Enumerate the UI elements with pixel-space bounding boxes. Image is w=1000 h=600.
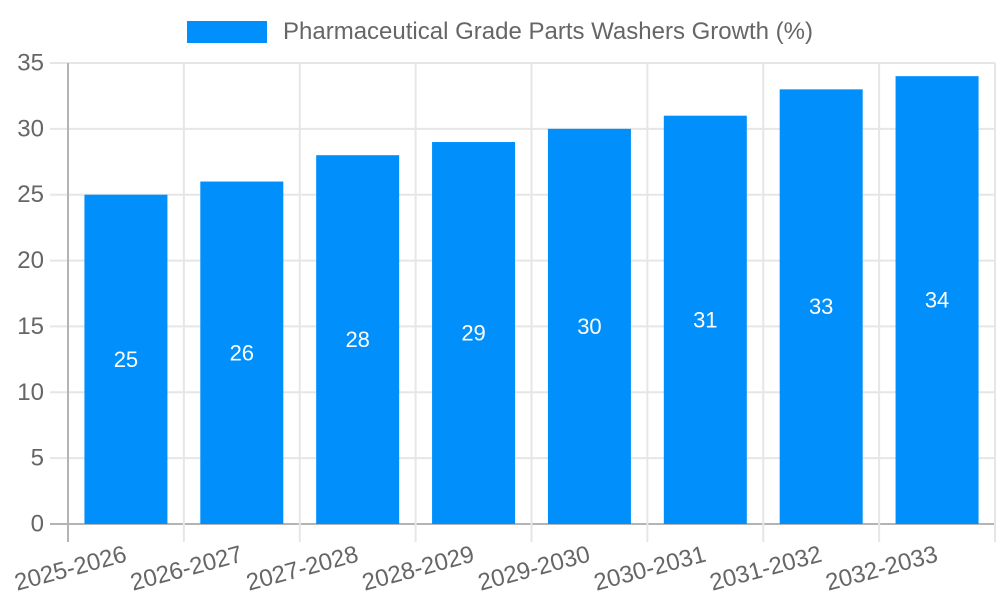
bar-value-label: 26 [230, 340, 254, 365]
bar-value-label: 34 [925, 288, 949, 313]
bar-2028-2029 [432, 142, 516, 524]
bar-value-label: 28 [345, 327, 369, 352]
x-axis-label: 2026-2027 [128, 541, 246, 597]
bar-value-label: 33 [809, 294, 833, 319]
bar-value-label: 31 [693, 307, 717, 332]
bar-2032-2033 [895, 76, 979, 525]
bar-2030-2031 [663, 115, 747, 524]
bar-2026-2027 [200, 181, 284, 525]
x-axis-label: 2025-2026 [12, 541, 130, 597]
legend[interactable]: Pharmaceutical Grade Parts Washers Growt… [0, 19, 1000, 45]
x-axis-label: 2028-2029 [359, 541, 477, 597]
bar-value-label: 30 [577, 314, 601, 339]
bar-2027-2028 [316, 155, 400, 524]
x-axis-label: 2032-2033 [823, 541, 941, 597]
bar-value-label: 29 [461, 321, 485, 346]
x-axis-label: 2027-2028 [243, 541, 361, 597]
bar-value-label: 25 [114, 347, 138, 372]
x-axis-label: 2030-2031 [591, 541, 709, 597]
y-axis-label: 15 [17, 313, 44, 340]
y-axis-label: 20 [17, 247, 44, 274]
legend-marker-swatch [187, 21, 268, 43]
y-axis-label: 10 [17, 379, 44, 406]
legend-label: Pharmaceutical Grade Parts Washers Growt… [283, 18, 813, 45]
bar-2025-2026 [84, 194, 168, 524]
bar-2029-2030 [547, 128, 631, 524]
bar-2031-2032 [779, 89, 863, 524]
y-axis-label: 5 [31, 445, 44, 472]
y-axis-label: 25 [17, 181, 44, 208]
y-axis-label: 0 [31, 511, 44, 538]
y-axis-label: 35 [17, 50, 44, 77]
y-axis-label: 30 [17, 115, 44, 142]
x-axis-label: 2031-2032 [707, 541, 825, 597]
x-axis-label: 2029-2030 [475, 541, 593, 597]
